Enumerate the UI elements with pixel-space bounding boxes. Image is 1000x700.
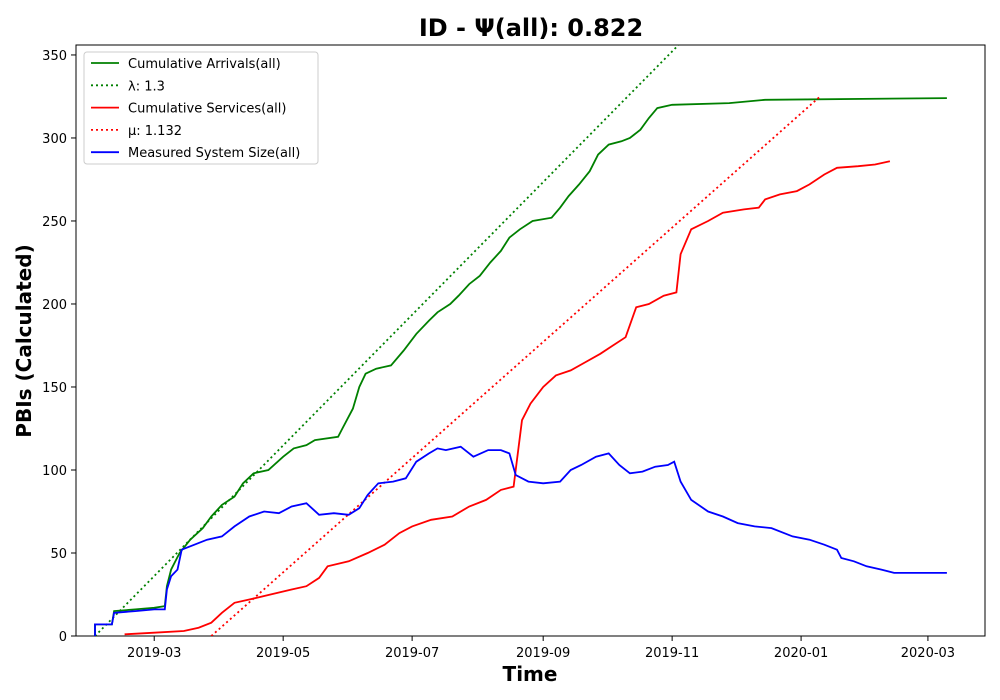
legend-label-4: μ: 1.132 [128, 124, 182, 139]
y-tick-label: 150 [42, 381, 67, 396]
y-axis-label: PBIs (Calculated) [12, 244, 36, 437]
y-tick-label: 300 [42, 132, 67, 147]
series-line-1 [94, 97, 947, 636]
x-tick-label: 2019-03 [127, 646, 181, 661]
x-tick-label: 2019-07 [385, 646, 439, 661]
series-line-4 [210, 95, 821, 636]
y-tick-label: 350 [42, 49, 67, 64]
series-layer [94, 45, 947, 636]
x-tick-label: 2020-01 [774, 646, 828, 661]
series-line-2 [94, 45, 680, 636]
legend-label-1: Cumulative Arrivals(all) [128, 57, 281, 72]
legend-box [83, 51, 319, 165]
x-tick-label: 2019-09 [516, 646, 570, 661]
y-tick-label: 200 [42, 298, 67, 313]
legend-label-2: λ: 1.3 [128, 79, 165, 94]
series-line-3 [124, 160, 891, 636]
y-axis: 0 50 100 150 200 250 300 350 [42, 49, 76, 645]
x-axis: 2019-03 2019-05 2019-07 2019-09 2019-11 2020-… [127, 636, 955, 661]
x-tick-label: 2019-05 [256, 646, 310, 661]
plot-area [75, 44, 986, 637]
x-axis-label: Time [503, 662, 558, 686]
y-tick-label: 50 [50, 547, 67, 562]
chart-title: ID - Ψ(all): 0.822 [419, 14, 643, 42]
y-tick-label: 100 [42, 464, 67, 479]
legend-label-3: Cumulative Services(all) [128, 102, 286, 117]
y-tick-label: 250 [42, 215, 67, 230]
legend-label-5: Measured System Size(all) [128, 146, 300, 161]
series-line-5 [94, 445, 947, 636]
legend: Cumulative Arrivals(all) λ: 1.3 Cumulative… [83, 51, 319, 165]
x-tick-label: 2019-11 [645, 646, 699, 661]
y-tick-label: 0 [59, 630, 67, 645]
plot-frame [75, 44, 986, 637]
x-tick-label: 2020-03 [901, 646, 955, 661]
